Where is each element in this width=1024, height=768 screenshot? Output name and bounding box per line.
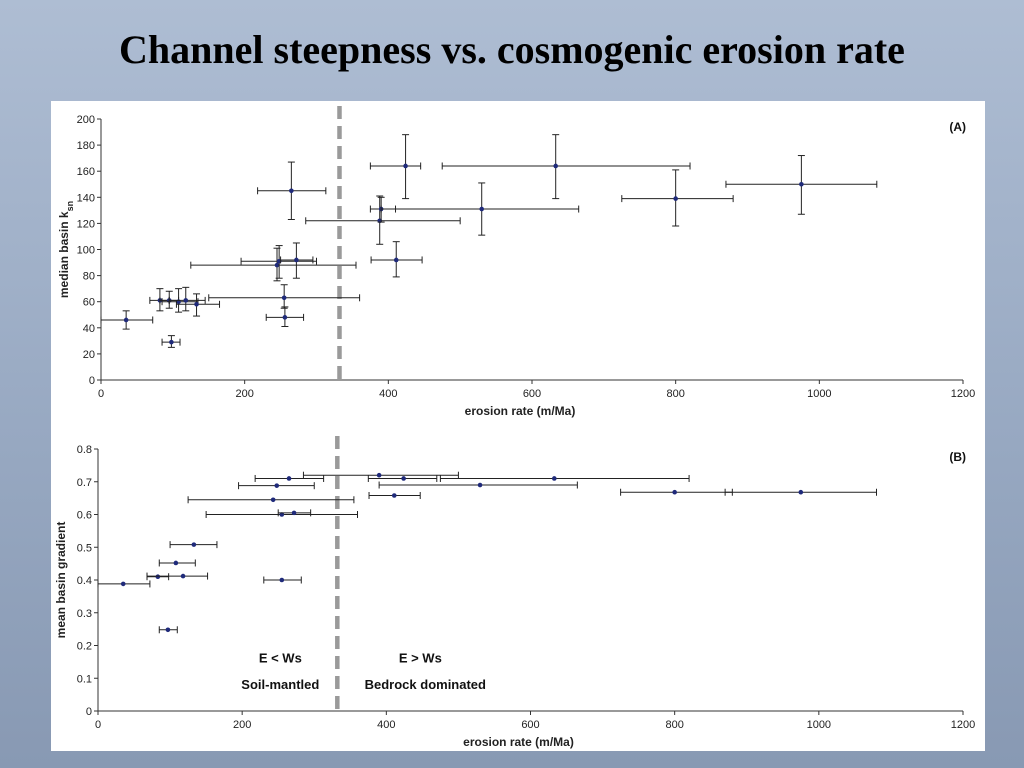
a-data-point [393,257,399,263]
b-data-point [798,489,804,495]
b-y-tick-label: 0.1 [77,673,92,685]
a-data-point [294,257,299,263]
b-y-tick-label: 0.7 [77,477,92,489]
b-data-point [391,493,397,498]
b-y-tick-label: 0 [86,706,92,718]
b-data-point [173,560,179,566]
figure-svg: 0 200 400 600 800 1000 1200 0 20 40 60 80 100 120 140 1… [54,106,975,749]
a-x-tick-label: 400 [379,388,397,400]
b-y-tick-label: 0.4 [77,575,92,587]
b-data-point [191,542,197,547]
slide-title: Channel steepness vs. cosmogenic erosion… [119,27,905,72]
a-data-point [194,302,199,307]
b-data-point [477,482,483,488]
b-data-point [270,497,276,503]
b-data-point [155,574,161,580]
b-data-point [165,627,171,633]
b-data-point [376,472,382,478]
a-x-axis-title: erosion rate (m/Ma) [465,404,576,418]
region-label-left-bottom: Soil-mantled [241,677,319,692]
a-data-point [282,315,288,320]
a-y-tick-label: 200 [77,114,95,126]
a-x-tick-label: 0 [98,388,104,400]
b-y-tick-label: 0.3 [77,608,92,620]
b-y-tick-label: 0.2 [77,641,92,653]
a-y-tick-label: 120 [77,218,95,230]
a-y-tick-label: 80 [83,271,95,283]
b-x-axis-title: erosion rate (m/Ma) [463,735,574,749]
a-data-point [403,163,408,169]
region-label-left-top: E < Ws [259,651,302,666]
b-data-point [551,476,557,481]
region-label-right-bottom: Bedrock dominated [365,677,486,692]
b-data-point [120,581,126,587]
a-data-point [281,295,287,301]
b-x-tick-label: 1200 [951,719,975,731]
b-y-tick-label: 0.6 [77,510,92,522]
a-data-point [673,196,678,201]
b-x-tick-label: 600 [521,719,539,731]
b-data-point [291,510,297,516]
a-data-point [123,317,129,323]
b-y-tick-label: 0.8 [77,444,92,456]
a-y-tick-label: 100 [77,245,95,257]
region-label-right-top: E > Ws [399,651,442,666]
a-data-point [799,181,804,187]
a-data-point [289,188,294,194]
a-y-tick-label: 0 [89,375,95,387]
a-data-point [553,163,559,169]
b-x-tick-label: 0 [95,719,101,731]
a-y-tick-label: 40 [83,323,95,335]
a-data-point [169,339,174,345]
a-data-point [274,262,280,268]
a-data-point [479,206,485,212]
b-panel-label: (B) [949,450,966,464]
a-x-tick-label: 1200 [951,388,975,400]
b-x-tick-label: 400 [377,719,395,731]
b-data-point [672,489,677,495]
b-y-axis-title: mean basin gradient [54,522,68,639]
a-y-axis-title: median basin ksn [57,201,75,298]
figure-panel: 0 200 400 600 800 1000 1200 0 20 40 60 80 100 120 140 1… [51,101,985,751]
b-data-point [180,573,186,579]
a-x-tick-label: 800 [666,388,684,400]
a-y-tick-label: 20 [83,349,95,361]
a-y-tick-label: 180 [77,140,95,152]
b-x-tick-label: 200 [233,719,251,731]
a-y-tick-label: 140 [77,192,95,204]
b-data-point [279,577,285,583]
a-y-axis-title-subscript: sn [65,201,75,212]
b-x-tick-label: 800 [665,719,683,731]
a-y-tick-label: 60 [83,297,95,309]
b-data-point [286,476,292,481]
a-data-point [183,298,189,303]
a-x-tick-label: 600 [523,388,541,400]
b-data-point [401,476,406,481]
b-x-tick-label: 1000 [807,719,831,731]
a-y-tick-label: 160 [77,166,95,178]
a-panel-label: (A) [949,120,966,134]
b-y-tick-label: 0.5 [77,542,92,554]
a-x-tick-label: 1000 [807,388,831,400]
a-x-tick-label: 200 [235,388,253,400]
b-data-point [274,483,280,488]
